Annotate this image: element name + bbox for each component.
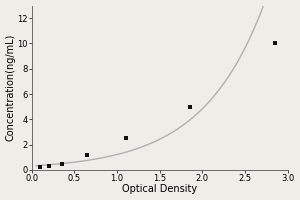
Point <box>38 166 43 169</box>
Point <box>46 164 51 168</box>
Point <box>123 137 128 140</box>
Y-axis label: Concentration(ng/mL): Concentration(ng/mL) <box>6 34 16 141</box>
Point <box>273 42 278 45</box>
Point <box>59 162 64 165</box>
Point <box>187 105 192 108</box>
X-axis label: Optical Density: Optical Density <box>122 184 197 194</box>
Point <box>85 153 89 156</box>
